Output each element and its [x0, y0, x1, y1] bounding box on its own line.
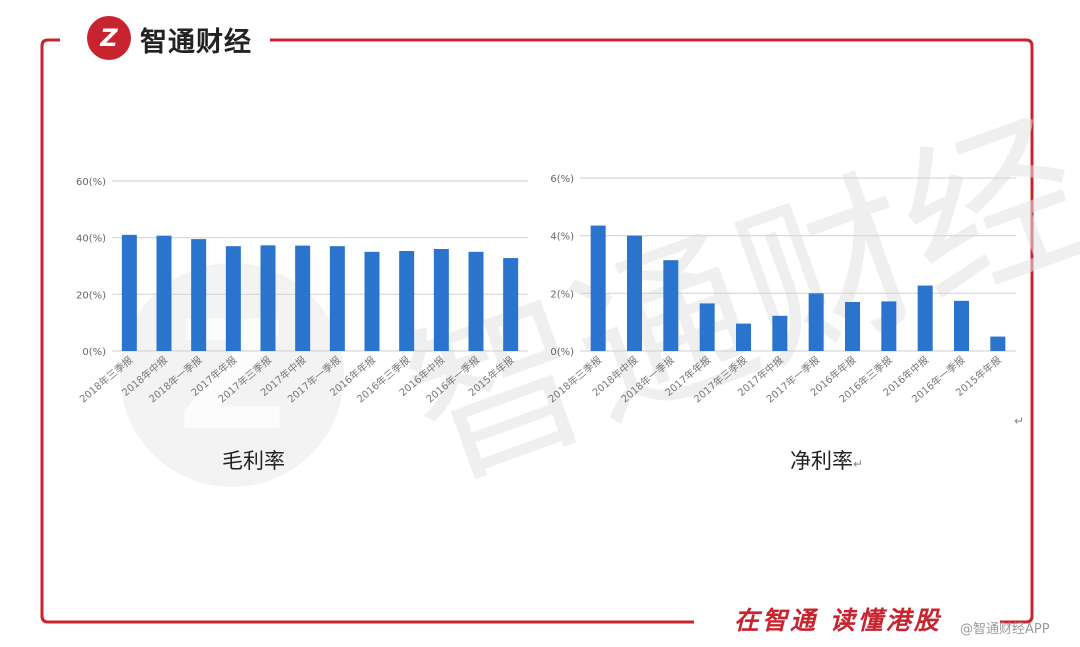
bar	[881, 301, 897, 351]
bar	[399, 250, 415, 351]
brand-name: 智通财经	[140, 27, 252, 58]
bar	[736, 323, 751, 351]
bar	[433, 249, 449, 351]
bar	[699, 303, 715, 351]
net-margin-title-text: 净利率	[790, 449, 853, 473]
y-tick-label: 6(%)	[550, 174, 574, 185]
bar	[260, 245, 276, 351]
bar	[156, 235, 172, 351]
bar	[627, 235, 642, 351]
y-tick-label: 20(%)	[76, 290, 106, 301]
bar	[329, 246, 345, 351]
y-tick-label: 2(%)	[550, 289, 574, 300]
bar	[468, 251, 484, 351]
bar	[364, 251, 380, 351]
bar	[990, 336, 1006, 351]
bar	[191, 239, 207, 351]
y-tick-label: 0(%)	[82, 347, 106, 358]
bar	[590, 225, 606, 351]
bar	[917, 285, 933, 351]
gross-margin-title: 毛利率	[222, 449, 285, 473]
bar	[663, 260, 679, 351]
y-tick-label: 40(%)	[76, 234, 106, 245]
x-tick-label: 2018年三季报	[546, 353, 604, 405]
bar	[295, 245, 311, 351]
return-mark-icon: ↵	[1014, 414, 1025, 428]
bar	[845, 301, 860, 351]
brand-logo-icon: Z	[87, 16, 131, 60]
credit-text: @智通财经APP	[960, 622, 1050, 637]
svg-text:Z: Z	[99, 24, 118, 52]
net-margin-title: 净利率↵	[790, 445, 863, 475]
return-mark-icon: ↵	[853, 457, 864, 471]
bar	[225, 246, 241, 351]
bar	[808, 293, 824, 351]
bar	[503, 258, 519, 351]
bar	[954, 300, 969, 351]
y-tick-label: 4(%)	[550, 232, 574, 243]
slogan: 在智通 读懂港股	[734, 606, 942, 635]
y-tick-label: 60(%)	[76, 177, 106, 188]
y-tick-label: 0(%)	[550, 347, 574, 358]
bar	[121, 234, 137, 351]
bar	[772, 315, 788, 351]
